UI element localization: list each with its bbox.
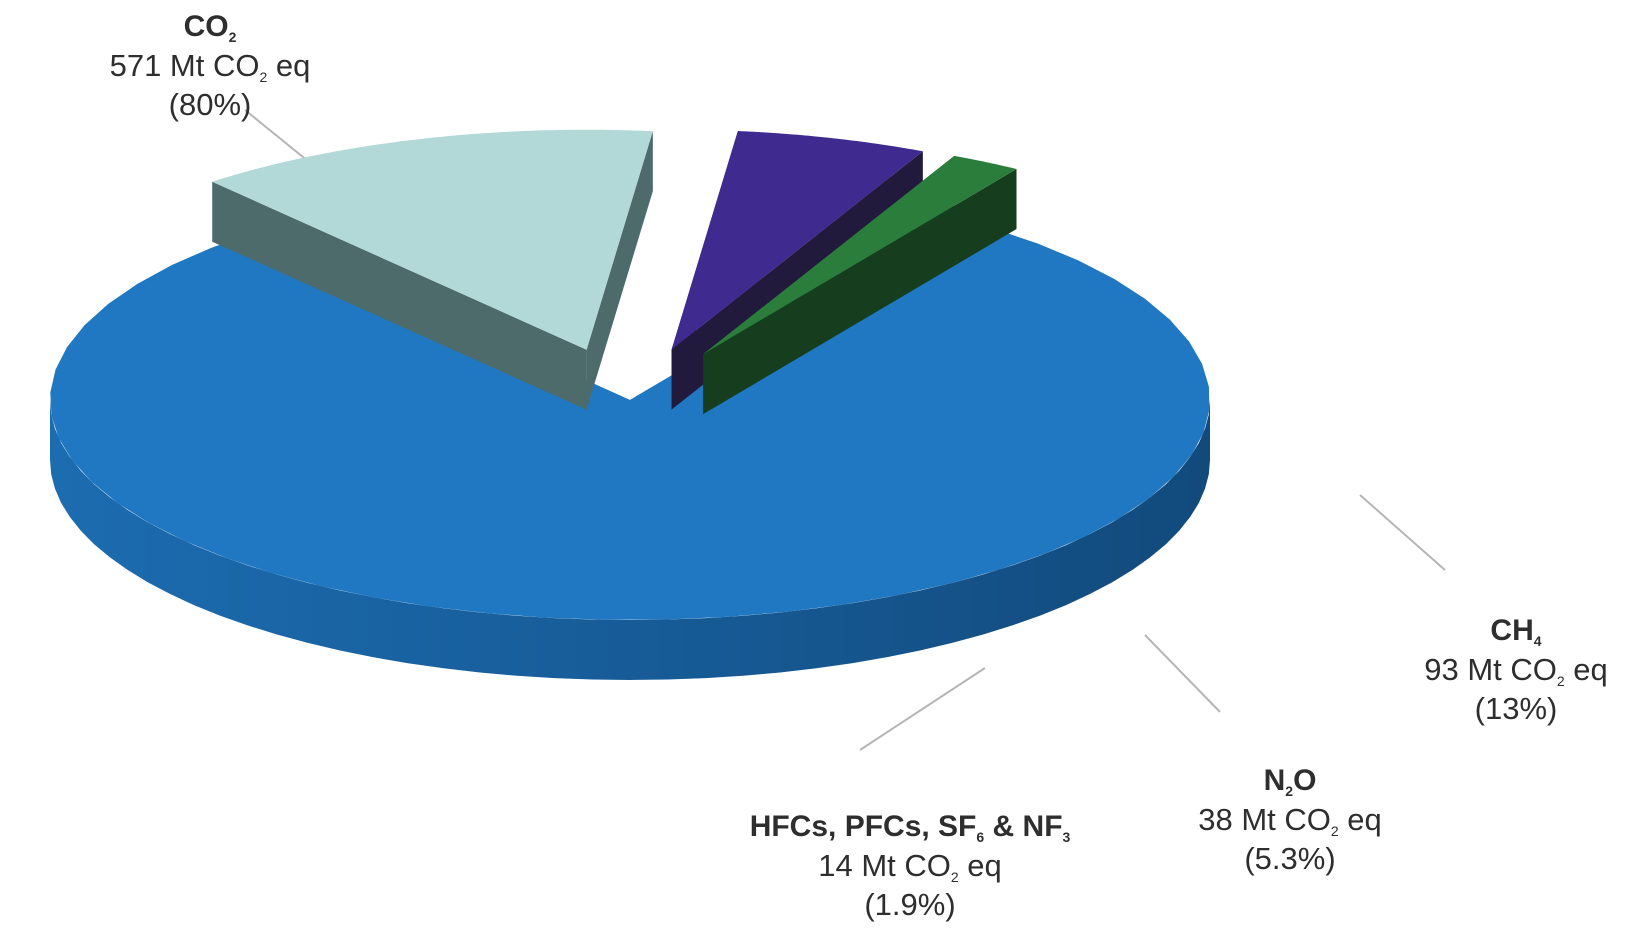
- leader-line-fgas: [859, 667, 986, 751]
- slice-hfcs-pfcs-sf6-nf3-top: [703, 155, 1017, 355]
- label-ch4-name: CH4: [1490, 614, 1542, 649]
- leader-line-ch4: [1359, 494, 1446, 571]
- label-co2: CO2 571 Mt CO2 eq (80%): [80, 8, 340, 125]
- slice-co2-top: [50, 214, 1210, 620]
- pie-slices: [50, 129, 1210, 680]
- slice-ch4-cut-0: [212, 181, 587, 410]
- label-n2o-name: N2O: [1263, 764, 1317, 799]
- slice-hfcs-pfcs-sf6-nf3-cut-1: [703, 169, 1017, 415]
- label-n2o-percent: (5.3%): [1244, 841, 1336, 876]
- slice-ch4-top: [212, 129, 653, 350]
- label-n2o-value: 38 Mt CO2 eq: [1198, 801, 1382, 839]
- label-co2-value: 571 Mt CO2 eq: [109, 47, 311, 85]
- label-fgas: HFCs, PFCs, SF6 & NF3 14 Mt CO2 eq (1.9%…: [710, 808, 1110, 925]
- label-fgas-value: 14 Mt CO2 eq: [818, 847, 1002, 885]
- label-ch4: CH4 93 Mt CO2 eq (13%): [1396, 612, 1636, 729]
- slice-n2o-top: [671, 131, 923, 350]
- slice-co2-rim-0: [50, 400, 1210, 680]
- label-co2-percent: (80%): [168, 87, 252, 122]
- label-n2o: N2O 38 Mt CO2 eq (5.3%): [1170, 762, 1410, 879]
- label-ch4-value: 93 Mt CO2 eq: [1424, 651, 1608, 689]
- label-ch4-percent: (13%): [1474, 691, 1558, 726]
- label-fgas-percent: (1.9%): [864, 887, 956, 922]
- slice-ch4-cut-1: [586, 131, 653, 410]
- label-fgas-name: HFCs, PFCs, SF6 & NF3: [749, 810, 1071, 845]
- label-co2-name: CO2: [183, 10, 237, 45]
- leader-line-n2o: [1144, 634, 1221, 713]
